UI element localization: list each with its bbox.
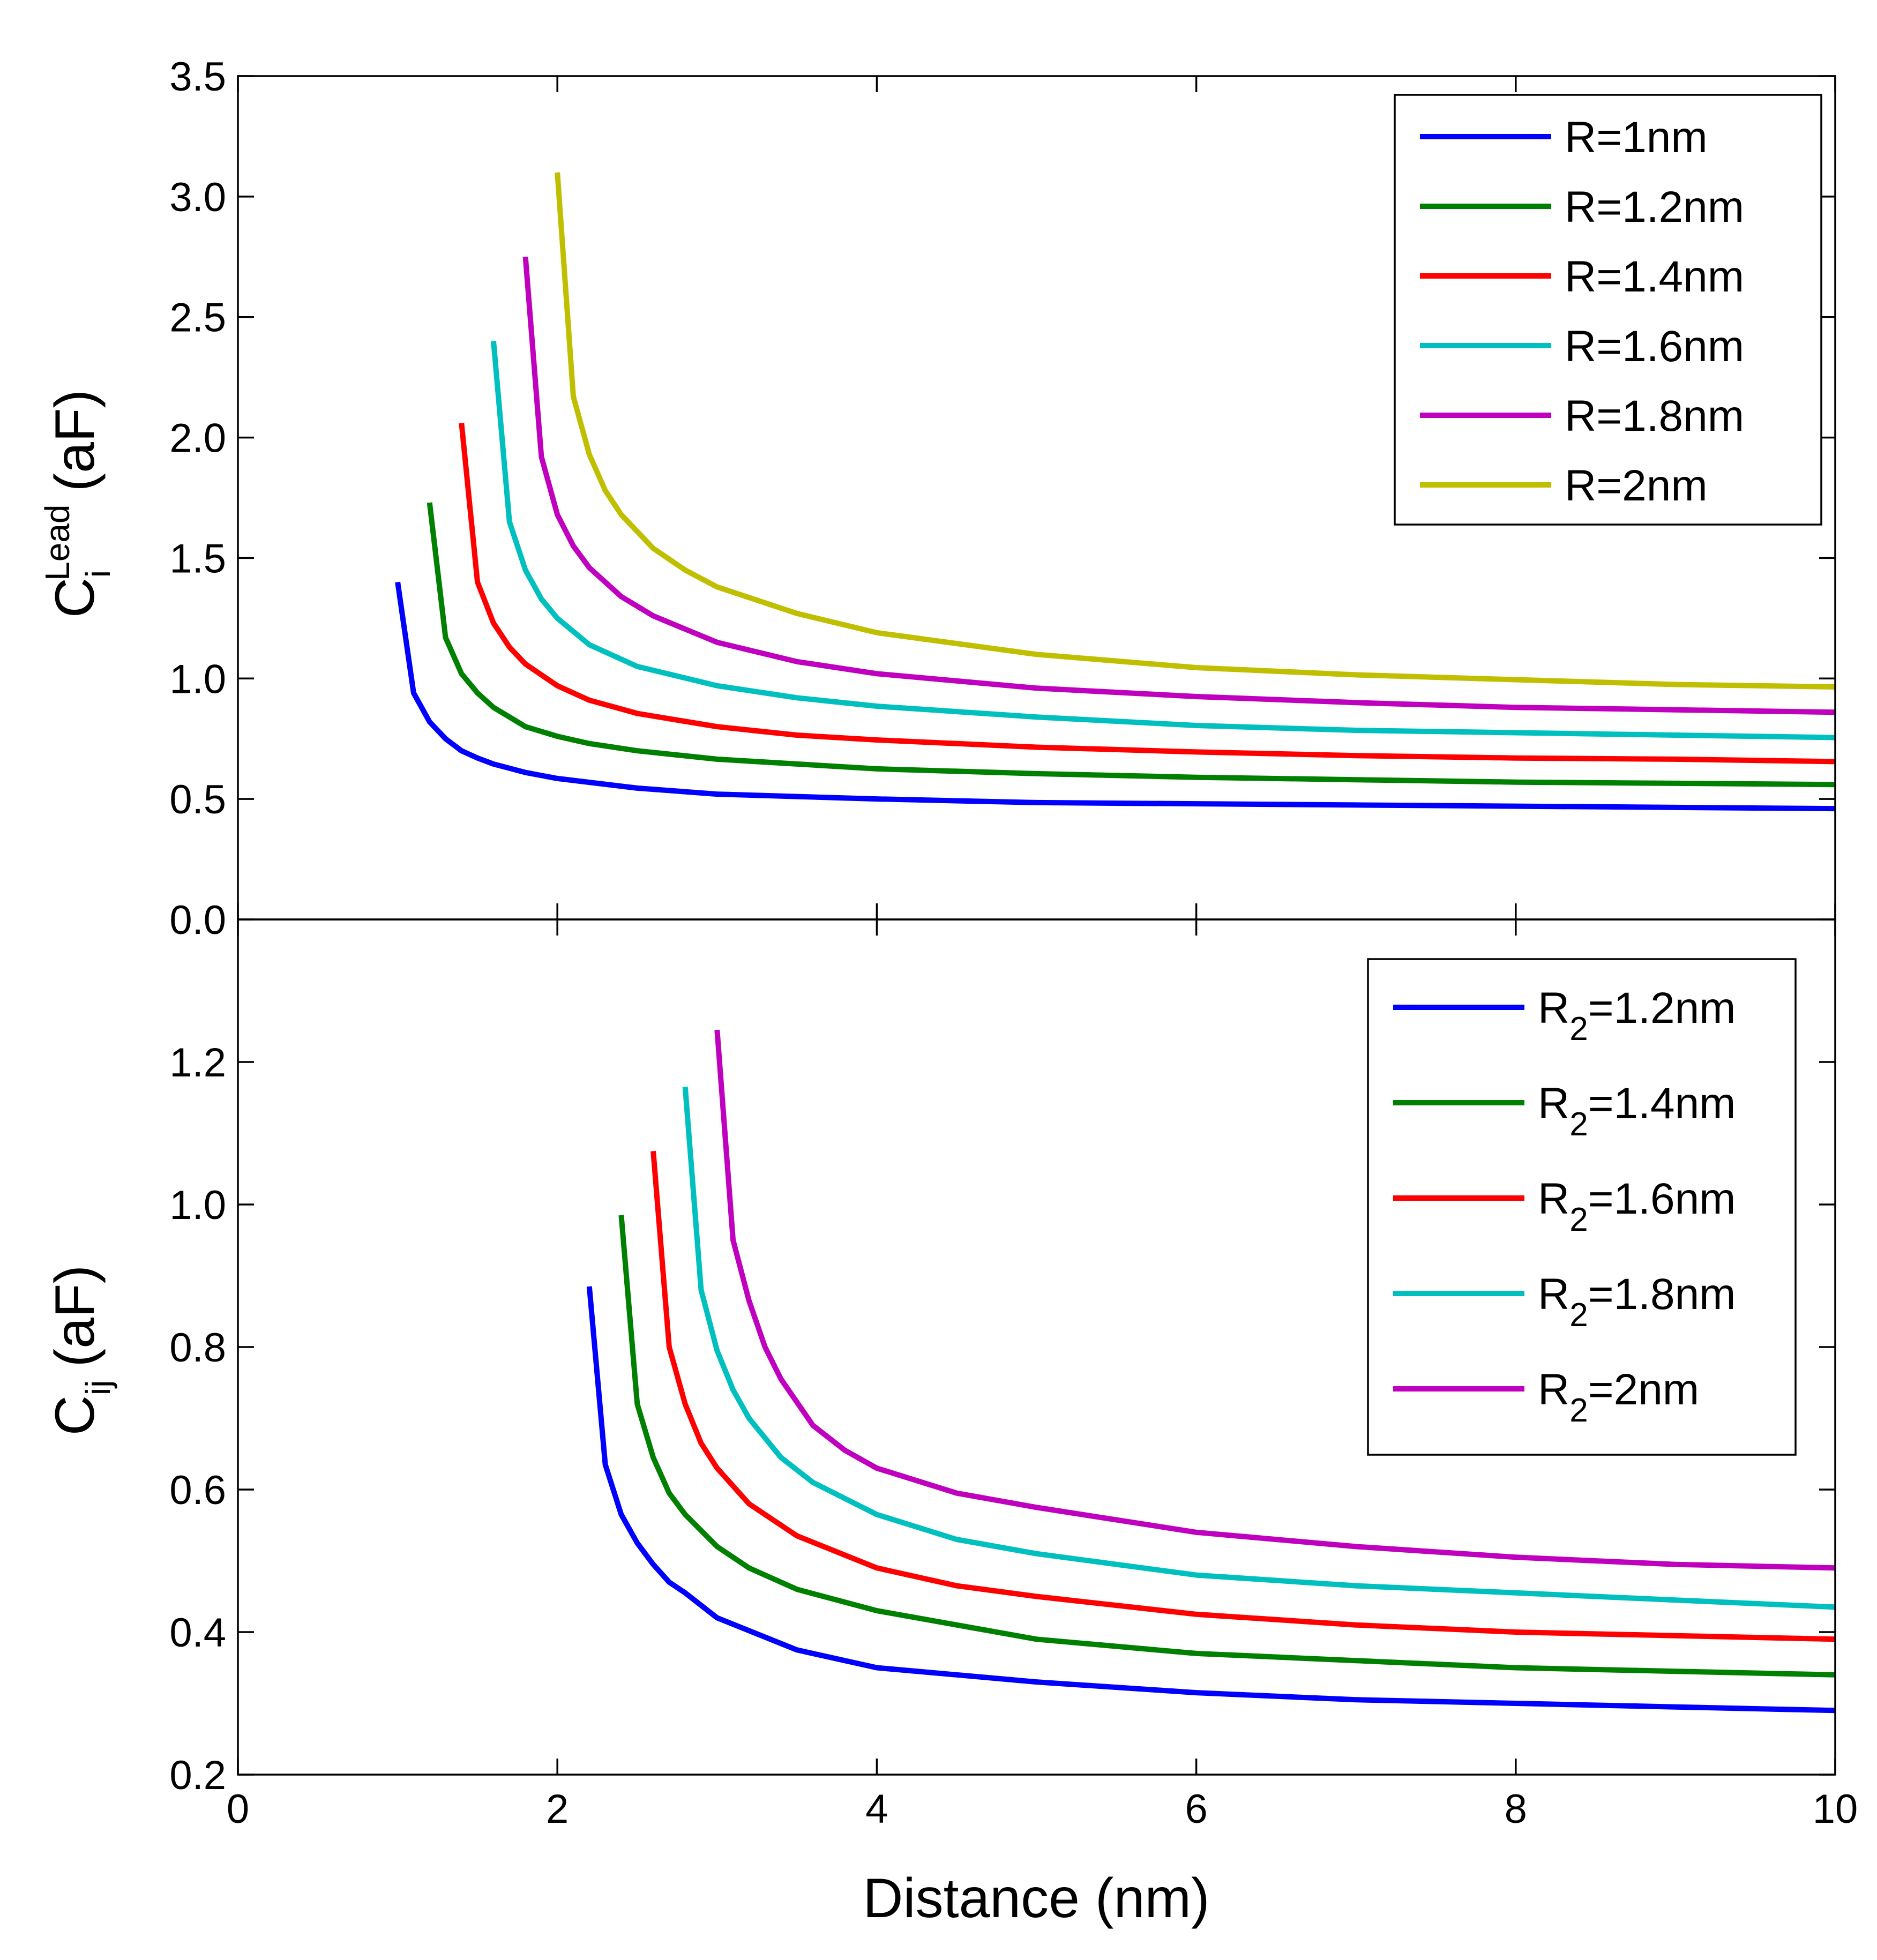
x-tick-label: 4 [865, 1786, 888, 1832]
x-tick-label: 8 [1505, 1786, 1527, 1832]
x-tick-label: 0 [227, 1786, 249, 1832]
bottom-legend-label-5: R2=2nm [1538, 1365, 1699, 1429]
bottom-legend-label-2: R2=1.4nm [1538, 1079, 1736, 1143]
top-legend-label-3: R=1.4nm [1565, 252, 1744, 301]
top-series-line-4 [491, 341, 1836, 740]
bottom-series-line-5 [714, 1029, 1836, 1571]
bottom-y-tick-label: 0.4 [169, 1610, 226, 1656]
bottom-y-tick-label: 1.2 [169, 1040, 226, 1086]
bottom-y-axis-title: Cij(aF) [44, 1265, 117, 1435]
top-legend: R=1nm R=1.2nm R=1.4nm R=1.6nm R=1.8nm R=2nm [1394, 94, 1822, 526]
bottom-series-group [586, 1029, 1836, 1714]
top-legend-label-1: R=1nm [1565, 113, 1708, 162]
bottom-y-tick-label: 1.0 [169, 1183, 226, 1228]
top-legend-label-4: R=1.6nm [1565, 322, 1744, 371]
top-y-tick-label: 2.5 [169, 295, 226, 341]
bottom-series-line-4 [682, 1087, 1836, 1610]
top-ticks-group: 0.0 0.5 1.0 1.5 2.0 2.5 3.0 3.5 [169, 54, 1836, 943]
top-y-tick-label: 3.5 [169, 54, 226, 100]
bottom-axes-frame [237, 918, 1836, 1776]
x-tick-label: 6 [1185, 1786, 1207, 1832]
top-legend-label-2: R=1.2nm [1565, 183, 1744, 231]
bottom-legend-label-4: R2=1.8nm [1538, 1270, 1736, 1334]
bottom-legend-box [1367, 958, 1797, 1456]
top-y-tick-label: 0.0 [169, 897, 226, 943]
top-y-tick-label: 0.5 [169, 777, 226, 822]
top-y-tick-label: 1.5 [169, 536, 226, 581]
bottom-series-line-1 [586, 1286, 1836, 1714]
bottom-legend-label-1: R2=1.2nm [1538, 984, 1736, 1048]
top-panel: 0.0 0.5 1.0 1.5 2.0 2.5 3.0 3.5 CiLead(aF) R=1n… [38, 54, 1836, 943]
x-axis-title: Distance (nm) [863, 1867, 1209, 1929]
top-y-tick-label: 3.0 [169, 175, 226, 220]
bottom-series-line-3 [650, 1150, 1836, 1642]
bottom-panel: 0.2 0.4 0.6 0.8 1.0 1.2 0 2 4 6 8 10 Cij(aF) R2=1.2… [44, 918, 1858, 1929]
top-y-axis-title: CiLead(aF) [38, 390, 117, 618]
top-legend-label-5: R=1.8nm [1565, 392, 1744, 440]
x-tick-label: 2 [546, 1786, 569, 1832]
top-y-tick-label: 2.0 [169, 416, 226, 461]
top-series-group [395, 172, 1836, 812]
bottom-legend: R2=1.2nm R2=1.4nm R2=1.6nm R2=1.8nm R2=2nm [1367, 958, 1797, 1456]
top-series-line-5 [522, 256, 1836, 715]
top-series-line-3 [459, 423, 1836, 765]
top-series-line-1 [395, 581, 1836, 812]
top-legend-label-6: R=2nm [1565, 461, 1708, 510]
top-series-line-6 [555, 172, 1836, 690]
bottom-y-tick-label: 0.2 [169, 1753, 226, 1798]
bottom-y-tick-label: 0.8 [169, 1325, 226, 1371]
top-y-tick-label: 1.0 [169, 656, 226, 702]
top-legend-box [1394, 94, 1822, 526]
x-tick-label: 10 [1813, 1786, 1858, 1832]
top-series-line-2 [427, 502, 1836, 788]
bottom-legend-label-3: R2=1.6nm [1538, 1174, 1736, 1238]
bottom-series-line-2 [618, 1215, 1836, 1678]
bottom-y-tick-label: 0.6 [169, 1468, 226, 1513]
